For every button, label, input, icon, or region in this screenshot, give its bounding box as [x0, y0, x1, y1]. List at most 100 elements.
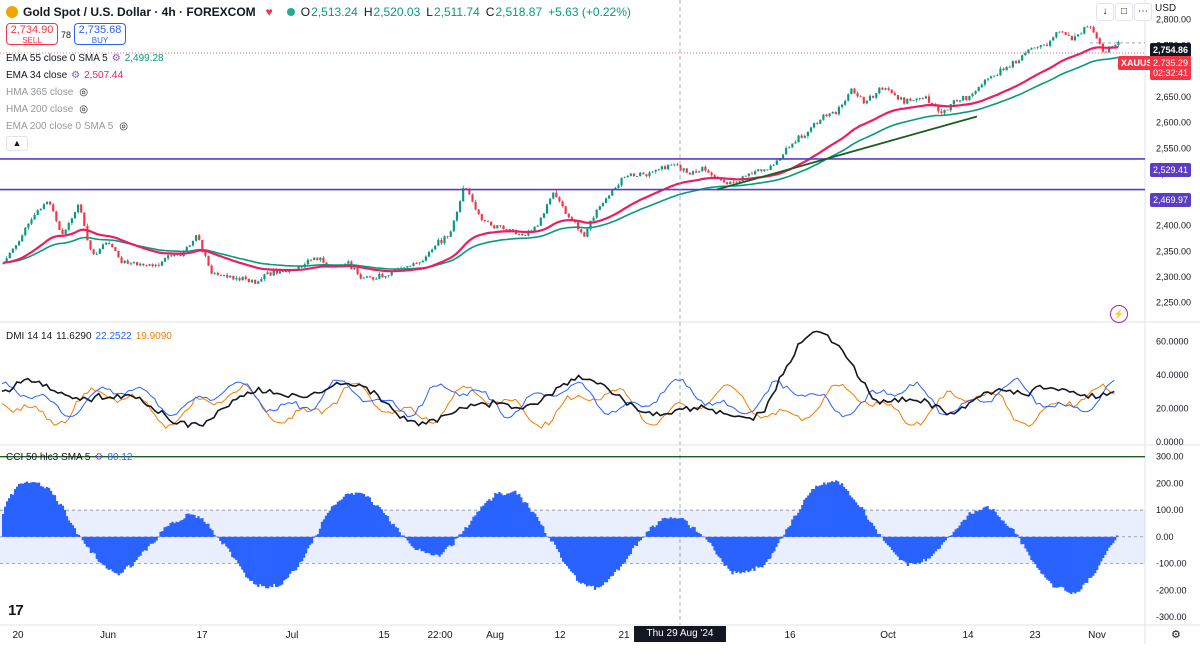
- settings-cog-icon[interactable]: ⚙: [71, 70, 80, 81]
- cci-bar: [526, 503, 528, 537]
- hidden-eye-icon[interactable]: ◎: [79, 104, 88, 115]
- cci-bar: [961, 522, 963, 537]
- cci-bar: [835, 480, 837, 537]
- candle-body: [956, 100, 958, 101]
- cci-bar: [371, 502, 373, 537]
- more-icon[interactable]: ⋯: [1134, 3, 1152, 21]
- cci-bar: [723, 537, 725, 566]
- maximize-icon[interactable]: □: [1115, 3, 1133, 21]
- candle-body: [856, 93, 858, 96]
- cci-bar: [393, 524, 395, 537]
- cci-bar: [982, 508, 984, 537]
- candle-body: [360, 274, 362, 278]
- candle-body: [58, 221, 60, 230]
- cci-bar: [219, 537, 221, 541]
- cci-bar: [444, 537, 446, 549]
- candle-body: [947, 110, 949, 111]
- time-tick-label: 23: [1029, 630, 1041, 641]
- hidden-eye-icon[interactable]: ◎: [79, 87, 88, 98]
- cci-bar: [692, 527, 694, 537]
- cci-bar: [534, 514, 536, 537]
- legend-ema34[interactable]: EMA 34 close ⚙ 2,507.44: [6, 68, 123, 82]
- cci-bar: [311, 537, 313, 544]
- candle-body: [1065, 32, 1067, 35]
- cci-bar: [532, 512, 534, 537]
- currency-selector[interactable]: USD: [1155, 3, 1176, 14]
- ema55-name: EMA 55 close 0 SMA 5: [6, 53, 108, 64]
- cci-bar: [56, 501, 58, 537]
- upper-line-label: 2,529.41: [1150, 163, 1191, 177]
- cci-bar: [337, 502, 339, 537]
- heart-icon[interactable]: ♥: [266, 5, 273, 19]
- cci-bar: [1020, 537, 1022, 544]
- candle-body: [701, 167, 703, 172]
- buy-button[interactable]: 2,735.68 BUY: [74, 23, 126, 45]
- cci-bar: [482, 506, 484, 537]
- candle-body: [363, 278, 365, 279]
- hidden-eye-icon[interactable]: ◎: [119, 121, 128, 132]
- candle-body: [794, 142, 796, 143]
- candle-body: [558, 197, 560, 201]
- settings-cog-icon[interactable]: ⚙: [94, 452, 103, 463]
- settings-cog-icon[interactable]: ⚙: [112, 53, 121, 64]
- cci-bar: [522, 502, 524, 536]
- candle-body: [282, 271, 284, 272]
- sell-button[interactable]: 2,734.90 SELL: [6, 23, 58, 45]
- time-tick-label: 16: [784, 630, 796, 641]
- down-arrow-icon[interactable]: ↓: [1096, 3, 1114, 21]
- legend-ema55[interactable]: EMA 55 close 0 SMA 5 ⚙ 2,499.28: [6, 51, 164, 65]
- cci-bar: [980, 510, 982, 537]
- candle-body: [422, 261, 424, 263]
- cci-bar: [486, 501, 488, 537]
- legend-dmi[interactable]: DMI 14 14 11.6290 22.2522 19.9090: [6, 329, 172, 343]
- cci-bar: [1058, 537, 1060, 587]
- cci-bar: [793, 516, 795, 537]
- cci-bar: [711, 537, 713, 546]
- chart-canvas[interactable]: 2,800.002,750.002,700.002,650.002,600.00…: [0, 0, 1200, 644]
- tradingview-logo[interactable]: 17: [8, 602, 23, 619]
- cci-bar: [1082, 537, 1084, 585]
- collapse-legend-button[interactable]: ▲: [6, 136, 28, 151]
- cci-bar: [199, 519, 201, 537]
- cci-bar: [524, 502, 526, 537]
- cci-bar: [857, 505, 859, 537]
- cci-bar: [787, 527, 789, 537]
- gear-icon[interactable]: ⚙: [1171, 628, 1181, 641]
- low-label: L: [426, 5, 433, 19]
- candle-body: [270, 272, 272, 275]
- price-tick-label: 2,600.00: [1156, 118, 1191, 128]
- candle-body: [748, 174, 750, 176]
- cci-bar: [60, 504, 62, 537]
- lightning-icon[interactable]: ⚡: [1110, 305, 1128, 323]
- cci-bar: [763, 537, 765, 565]
- cci-bar: [861, 507, 863, 537]
- cci-bar: [251, 537, 253, 581]
- cci-bar: [68, 520, 70, 536]
- cci-bar: [506, 493, 508, 536]
- symbol-title[interactable]: Gold Spot / U.S. Dollar · 4h · FOREXCOM: [23, 5, 256, 19]
- sell-price: 2,734.90: [7, 25, 57, 36]
- candle-body: [860, 96, 862, 97]
- cci-bar: [875, 529, 877, 537]
- time-tick-label: 12: [554, 630, 566, 641]
- cci-bar: [957, 528, 959, 537]
- legend-ema200[interactable]: EMA 200 close 0 SMA 5 ◎: [6, 119, 128, 133]
- candle-body: [375, 279, 377, 280]
- close-value: 2,518.87: [495, 5, 542, 19]
- legend-hma200[interactable]: HMA 200 close ◎: [6, 102, 88, 116]
- cci-bar: [422, 537, 424, 551]
- candle-body: [24, 228, 26, 236]
- candle-body: [214, 273, 216, 274]
- legend-hma365[interactable]: HMA 365 close ◎: [6, 85, 88, 99]
- cci-bar: [18, 484, 20, 537]
- buy-label: BUY: [75, 36, 125, 45]
- cci-bar: [399, 532, 401, 537]
- cci-bar: [941, 537, 943, 545]
- candle-body: [1002, 69, 1004, 71]
- cci-bar: [387, 516, 389, 537]
- cci-bar: [530, 512, 532, 537]
- legend-cci[interactable]: CCI 50 hlc3 SMA 5 ⚙ 80.12: [6, 450, 132, 464]
- cci-bar: [656, 525, 658, 537]
- cci-bar: [145, 537, 147, 551]
- cci-bar: [626, 537, 628, 559]
